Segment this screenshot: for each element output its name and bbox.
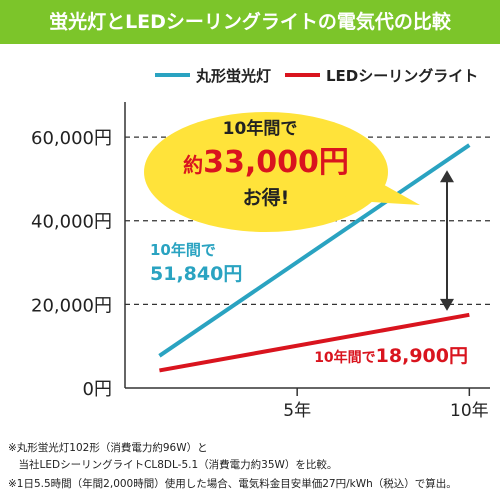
difference-arrow-head-up xyxy=(440,170,454,183)
footnote-3: ※1日5.5時間（年間2,000時間）使用した場合、電気料金目安単価27円/kW… xyxy=(8,478,457,490)
fluorescent-annotation-label: 10年間で xyxy=(150,241,216,259)
led-annotation: 10年間で18,900円 xyxy=(314,345,468,367)
series-line-fluorescent xyxy=(158,143,471,358)
callout-savings: 約33,000円 xyxy=(183,145,349,180)
header-bar xyxy=(0,0,500,44)
series-line-led xyxy=(159,312,470,373)
callout-line3: お得! xyxy=(243,186,290,209)
legend-label-led: LEDシーリングライト xyxy=(326,67,478,85)
y-tick-label: 0円 xyxy=(83,379,112,400)
difference-arrow-head-down xyxy=(440,298,454,311)
x-tick-label: 10年 xyxy=(450,401,489,421)
fluorescent-annotation-value: 51,840円 xyxy=(150,263,242,285)
footnote-1: ※丸形蛍光灯102形（消費電力約96W）と xyxy=(8,442,208,454)
y-tick-label: 20,000円 xyxy=(31,295,112,316)
callout-tail xyxy=(340,178,420,205)
callout-line1: 10年間で xyxy=(223,118,298,139)
y-tick-label: 60,000円 xyxy=(31,128,112,149)
page-title: 蛍光灯とLEDシーリングライトの電気代の比較 xyxy=(49,11,451,33)
legend-label-fluorescent: 丸形蛍光灯 xyxy=(195,67,271,85)
x-tick-label: 5年 xyxy=(283,401,311,421)
callout-bubble xyxy=(144,112,388,232)
footnote-2: 当社LEDシーリングライトCL8DL-5.1（消費電力約35W）を比較。 xyxy=(8,459,338,471)
y-tick-label: 40,000円 xyxy=(31,212,112,233)
